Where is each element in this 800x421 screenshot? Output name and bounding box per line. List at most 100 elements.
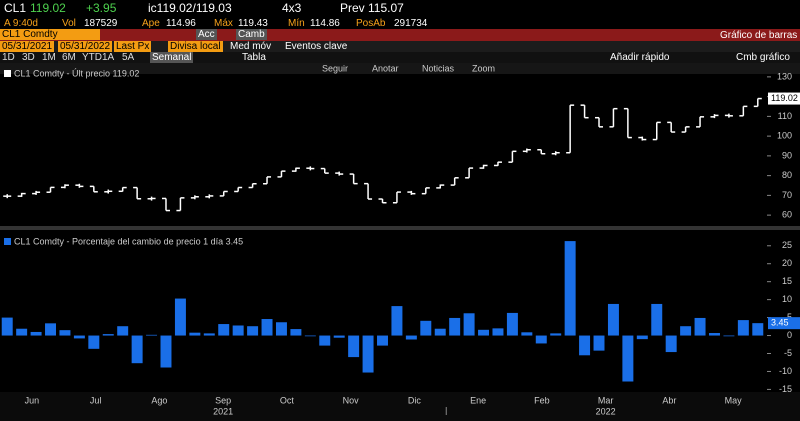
stats-bar: A 9:40d Vol 187529 Ape 114.96 Máx 119.43…	[0, 17, 800, 29]
price-bar	[3, 194, 12, 199]
start-date[interactable]: 05/31/2021	[0, 41, 55, 52]
period[interactable]: Semanal	[150, 52, 194, 63]
end-date[interactable]: 05/31/2022	[58, 41, 113, 52]
field[interactable]: Last Px	[114, 41, 152, 52]
x-axis-bg	[0, 392, 800, 421]
bar	[463, 313, 475, 336]
table[interactable]: Tabla	[242, 52, 266, 63]
bar	[88, 335, 100, 349]
range-button[interactable]: 1A	[102, 52, 115, 63]
price-bar	[75, 183, 84, 188]
moving-avg[interactable]: Med móv	[230, 41, 272, 52]
bar	[492, 328, 504, 336]
x-tick-label: Ene	[470, 395, 486, 405]
bar	[665, 335, 677, 353]
bar	[117, 326, 129, 336]
range-bar: 1D 3D 1M 6M YTD 1A 5A Semanal Tabla Añadir ráp…	[0, 52, 800, 63]
price-bar	[263, 176, 272, 185]
range-button[interactable]: 3D	[22, 52, 35, 63]
x-tick-label: Jul	[90, 395, 102, 405]
chart-tool[interactable]: Zoom	[472, 63, 495, 73]
price-bar	[104, 189, 113, 194]
price-bar	[291, 167, 300, 172]
price-bar	[161, 197, 170, 212]
currency[interactable]: Divisa local	[168, 41, 223, 52]
price-bar	[205, 194, 214, 199]
bar	[535, 335, 547, 344]
chart-tool[interactable]: Anotar	[372, 63, 399, 73]
price-bar	[277, 170, 286, 178]
year-label: 2022	[596, 406, 616, 416]
chart-tool[interactable]: Seguir	[322, 63, 348, 73]
bar	[593, 335, 605, 351]
bar	[362, 335, 374, 373]
bar	[261, 319, 273, 336]
bar	[651, 303, 663, 336]
events[interactable]: Eventos clave	[285, 41, 348, 52]
price-bar	[392, 191, 401, 204]
price-bar	[190, 195, 199, 200]
range-button[interactable]: 5A	[122, 52, 135, 63]
price-bar	[421, 187, 430, 195]
y-tick-label: 60	[782, 210, 792, 220]
range-button[interactable]: YTD	[82, 52, 102, 63]
price-bar	[320, 167, 329, 174]
bar	[319, 335, 331, 346]
bar	[694, 317, 706, 336]
legend-swatch	[4, 70, 11, 77]
price-bar	[335, 171, 344, 176]
price-bar	[566, 104, 575, 154]
x-tick-label: May	[725, 395, 743, 405]
chart-toolbar	[0, 63, 800, 74]
price-bar	[89, 185, 98, 193]
bar	[146, 334, 158, 336]
price-bar	[176, 197, 185, 212]
bar	[160, 335, 172, 368]
price-bar	[753, 97, 762, 108]
x-tick-label: Feb	[534, 395, 550, 405]
ticker: CL1	[4, 1, 27, 15]
y-tick-label: -10	[779, 366, 792, 376]
chart-tool[interactable]: Noticias	[422, 63, 455, 73]
bar	[449, 317, 461, 336]
price-bar	[378, 198, 387, 204]
y-tick-label: 25	[782, 240, 792, 250]
high: 119.43	[238, 18, 268, 29]
y-tick-label: 130	[777, 71, 792, 81]
price-bar	[638, 136, 647, 141]
y-tick-label: -15	[779, 384, 792, 394]
bar	[247, 326, 259, 336]
chart-type: Gráfico de barras	[720, 30, 798, 41]
price-bar	[652, 121, 661, 141]
y-tick-label: 10	[782, 294, 792, 304]
quick-add[interactable]: Añadir rápido	[610, 52, 670, 63]
bar	[564, 241, 576, 336]
legend-swatch	[4, 238, 11, 245]
bidask: ic119.02/119.03	[148, 1, 232, 15]
change-menu[interactable]: Camb	[236, 29, 267, 40]
panel-divider	[0, 226, 800, 230]
charts: Seguir Anotar Noticias Zoom CL1 Comdty - Últ…	[0, 63, 800, 421]
price-bar	[60, 184, 69, 189]
bar	[723, 335, 735, 337]
security-bar: CL1 Comdty Acc Camb Gráfico de barras	[0, 29, 800, 41]
prev-label: Prev	[340, 1, 365, 15]
price-bar	[118, 186, 127, 193]
y-tick-label: 5	[787, 312, 792, 322]
price-bar	[696, 116, 705, 128]
actions[interactable]: Acc	[196, 29, 217, 40]
y-tick-label: 110	[778, 111, 792, 121]
price-bar	[364, 182, 373, 200]
bar	[333, 335, 345, 338]
range-button[interactable]: 1M	[42, 52, 56, 63]
x-tick-label: Dic	[408, 395, 421, 405]
y-tick-label: 0	[787, 330, 792, 340]
bar	[290, 329, 302, 336]
change-chart[interactable]: Cmb gráfico	[736, 52, 790, 63]
price-bar	[133, 186, 142, 200]
security[interactable]: CL1 Comdty	[0, 29, 100, 40]
bar	[348, 335, 360, 358]
range-button[interactable]: 1D	[2, 52, 15, 63]
range-button[interactable]: 6M	[62, 52, 76, 63]
bar	[203, 333, 215, 336]
